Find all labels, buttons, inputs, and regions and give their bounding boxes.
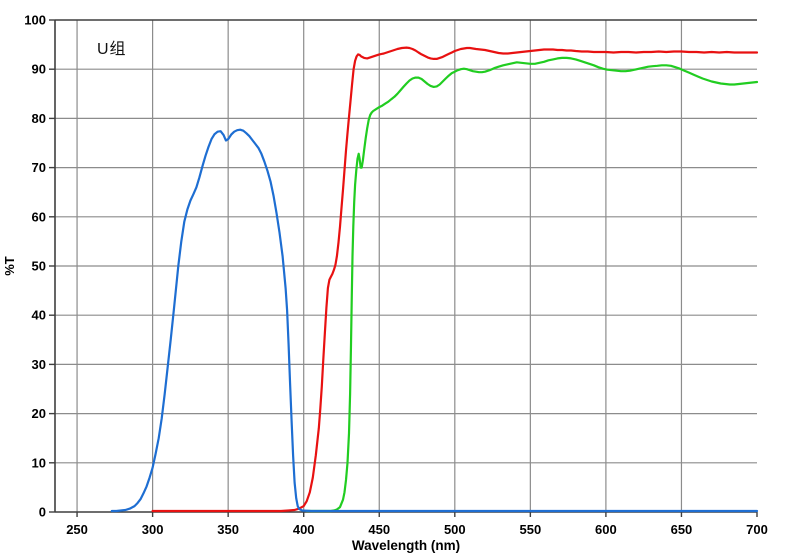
green-curve: [305, 56, 759, 513]
group-annotation-label: U组: [97, 41, 127, 58]
y-tick-label: 0: [39, 505, 46, 520]
blue-curve: [110, 128, 759, 513]
y-tick-label: 60: [32, 209, 46, 224]
x-tick-label: 700: [746, 522, 768, 537]
x-tick-label: 250: [66, 522, 88, 537]
y-tick-label: 40: [32, 308, 46, 323]
x-tick-label: 500: [444, 522, 466, 537]
red-curve: [151, 46, 759, 513]
x-axis-title: Wavelength (nm): [352, 538, 460, 553]
y-tick-label: 90: [32, 62, 46, 77]
x-tick-label: 400: [293, 522, 315, 537]
y-tick-label: 50: [32, 259, 46, 274]
x-tick-label: 650: [671, 522, 693, 537]
x-tick-label: 550: [520, 522, 542, 537]
y-tick-label: 30: [32, 357, 46, 372]
y-tick-label: 80: [32, 111, 46, 126]
x-tick-label: 300: [142, 522, 164, 537]
y-axis-title: %T: [2, 256, 17, 276]
y-tick-label: 70: [32, 160, 46, 175]
x-tick-label: 600: [595, 522, 617, 537]
gridlines: [55, 20, 757, 512]
y-tick-label: 100: [24, 13, 46, 28]
x-tick-label: 350: [217, 522, 239, 537]
ticks-and-labels: 0 10 20 30 40 50 60 70 80 90 100 250 300 350 400 450 500…: [24, 13, 768, 538]
x-tick-label: 450: [368, 522, 390, 537]
y-tick-label: 20: [32, 406, 46, 421]
y-tick-label: 10: [32, 455, 46, 470]
